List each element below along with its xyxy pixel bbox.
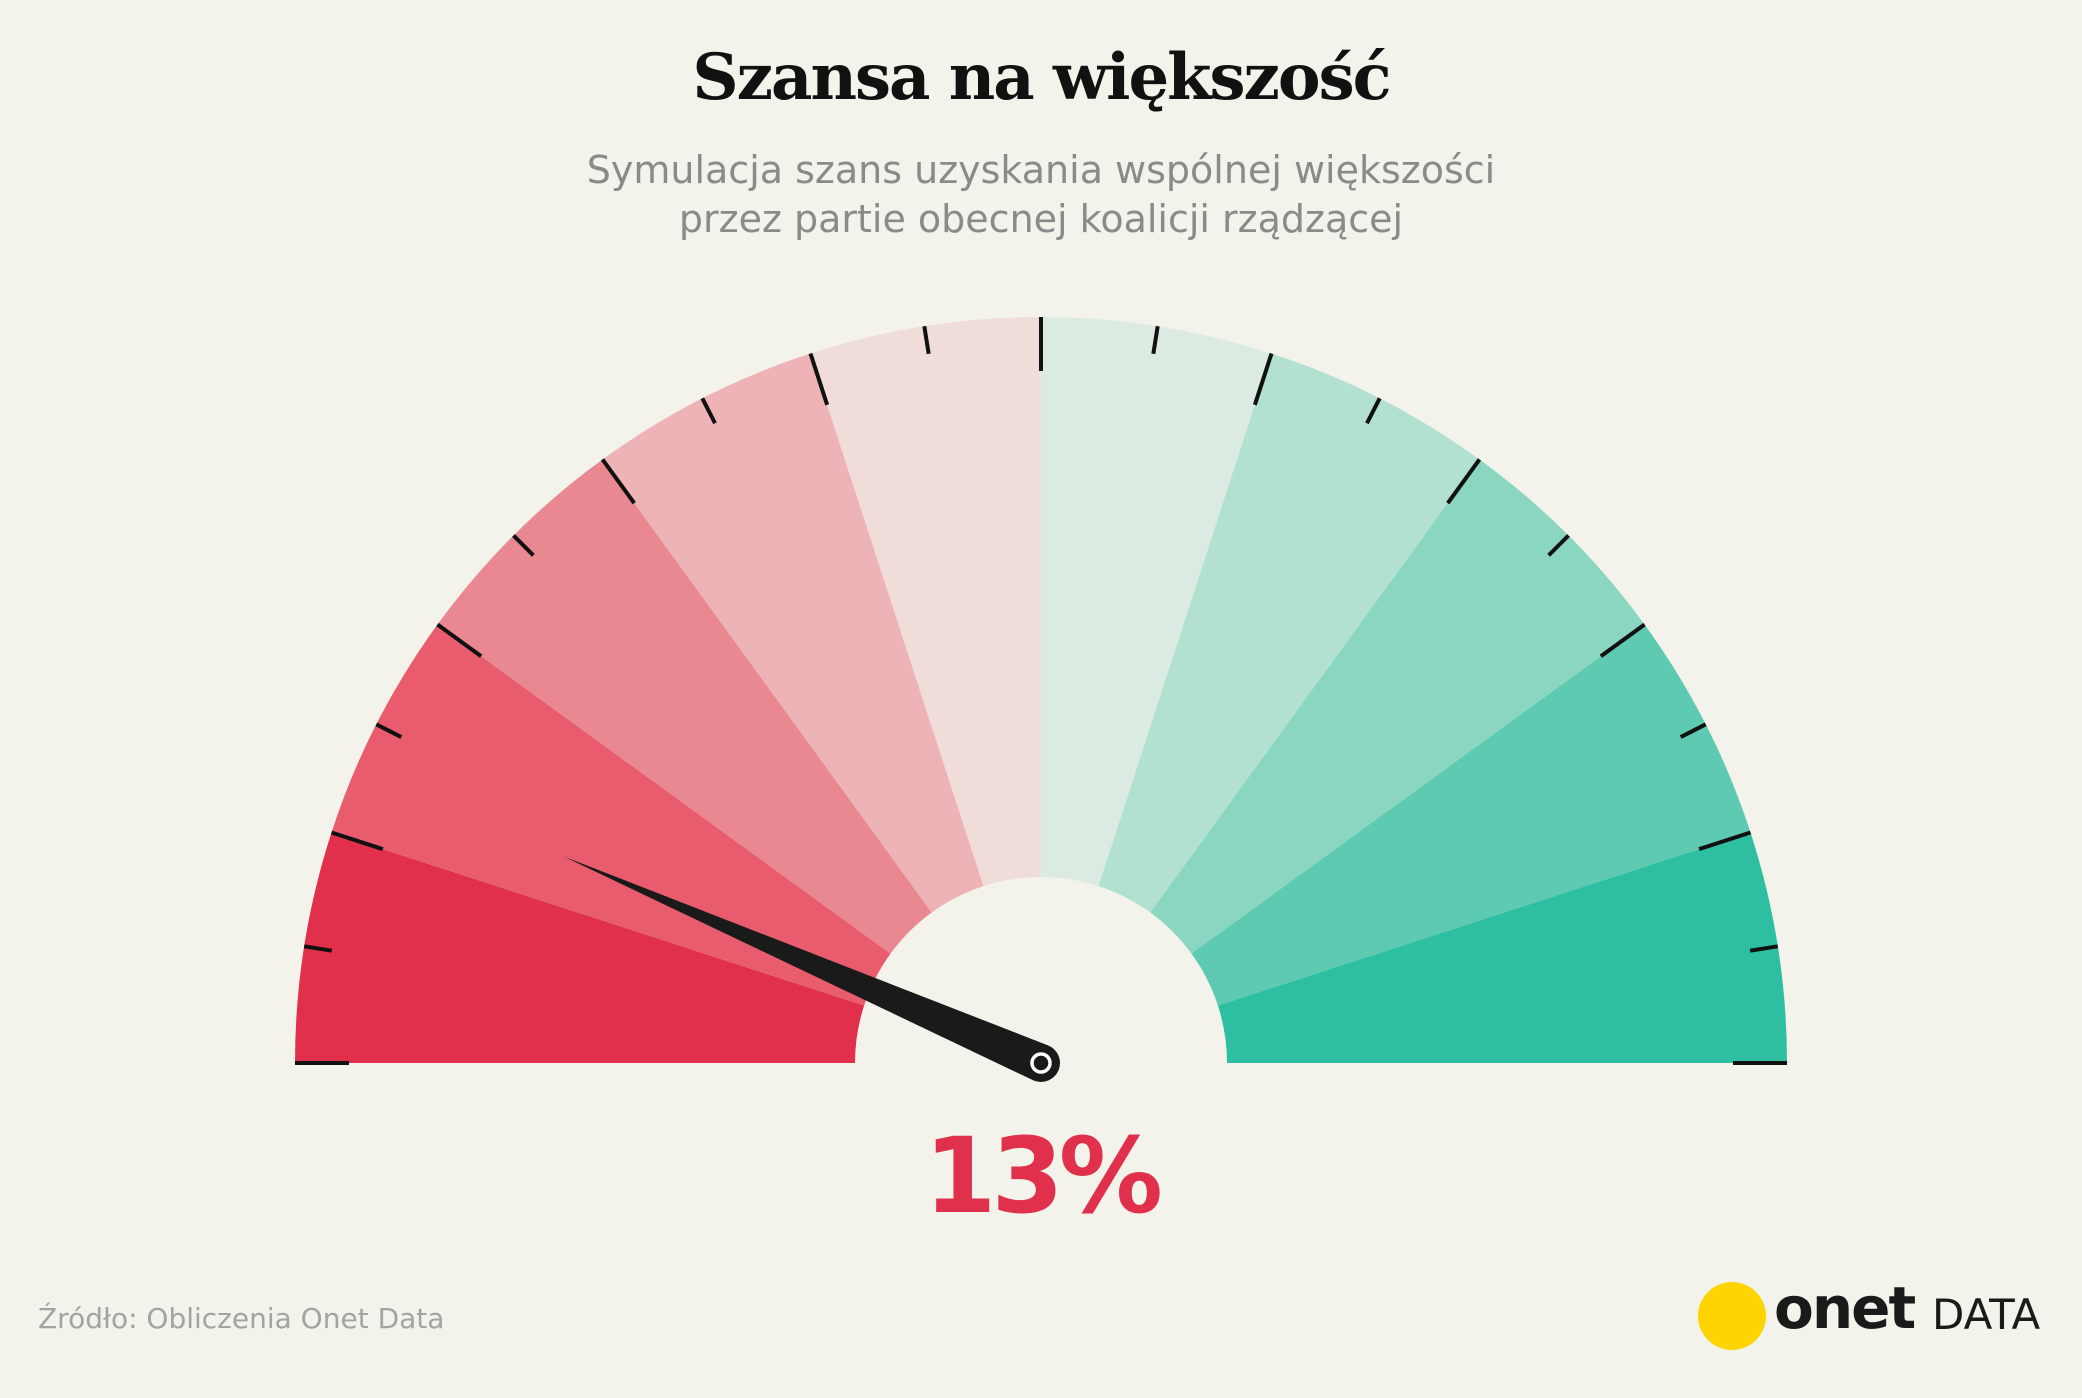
major-tick-70 <box>1446 458 1482 505</box>
needle-hub <box>1022 1044 1060 1082</box>
chart-subtitle-line-1: Symulacja szans uzyskania wspólnej więks… <box>586 148 1496 192</box>
gauge-bands <box>295 317 1787 1063</box>
minor-tick-25 <box>512 534 535 557</box>
gauge-band-9 <box>1191 624 1751 1006</box>
gauge-value-label: 13% <box>924 1115 1163 1237</box>
gauge-band-4 <box>602 353 984 913</box>
minor-tick-55 <box>1151 325 1160 355</box>
source-note: Źródło: Obliczenia Onet Data <box>38 1302 445 1335</box>
minor-tick-75 <box>1547 534 1570 557</box>
gauge-needle <box>563 856 1060 1082</box>
major-tick-60 <box>1252 352 1274 406</box>
minor-tick-35 <box>700 397 717 425</box>
gauge-band-6 <box>1041 317 1272 887</box>
needle-hub-ring <box>1030 1052 1052 1074</box>
gauge-band-2 <box>331 624 891 1006</box>
gauge-band-5 <box>810 317 1041 887</box>
logo-onet-word: onet <box>1774 1274 1916 1342</box>
major-tick-30 <box>600 458 636 505</box>
gauge-band-10 <box>1217 832 1787 1063</box>
logo-data-word: DATA <box>1932 1290 2041 1339</box>
gauge-band-7 <box>1098 353 1480 913</box>
gauge-band-8 <box>1150 459 1645 954</box>
major-tick-20 <box>436 622 483 658</box>
minor-tick-85 <box>1679 722 1707 739</box>
minor-tick-95 <box>1749 944 1779 953</box>
needle-pointer <box>563 856 1049 1081</box>
chart-title: Szansa na większość <box>692 40 1391 115</box>
major-tick-40 <box>808 352 830 406</box>
major-tick-90 <box>1698 830 1752 852</box>
logo-dot-icon <box>1698 1282 1766 1350</box>
minor-tick-5 <box>303 944 333 953</box>
major-tick-80 <box>1599 622 1646 658</box>
gauge-band-3 <box>437 459 932 954</box>
minor-tick-15 <box>375 722 403 739</box>
minor-tick-45 <box>922 325 931 355</box>
onet-data-logo: onet DATA <box>1698 1274 2058 1350</box>
major-tick-10 <box>330 830 384 852</box>
gauge-band-1 <box>295 832 865 1063</box>
chart-subtitle-line-2: przez partie obecnej koalicji rządzącej <box>678 197 1404 241</box>
minor-tick-65 <box>1365 397 1382 425</box>
gauge-ticks <box>295 317 1787 1065</box>
